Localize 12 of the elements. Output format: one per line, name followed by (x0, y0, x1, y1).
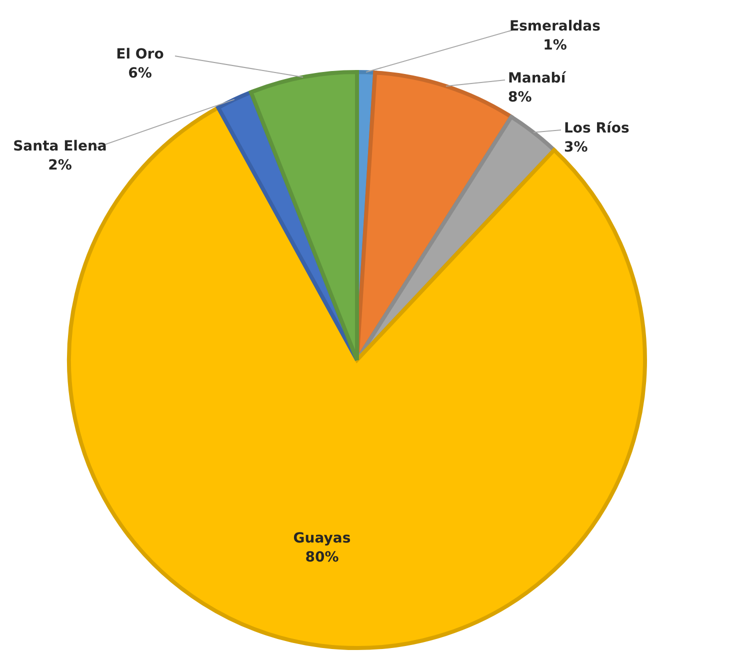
slice-label: El Oro (116, 46, 164, 63)
slice-label: Los Ríos (564, 120, 630, 137)
data-label: 8% (508, 90, 532, 106)
slice-label: Manabí (508, 70, 567, 87)
data-label: 1% (543, 38, 567, 54)
data-label: 2% (48, 158, 72, 174)
slice-label: Guayas (293, 530, 351, 547)
slice-label: Esmeraldas (510, 18, 600, 35)
data-label: 6% (128, 66, 152, 82)
slice-label: Santa Elena (13, 138, 107, 155)
data-label: 3% (564, 140, 588, 156)
data-label: 80% (305, 550, 339, 566)
